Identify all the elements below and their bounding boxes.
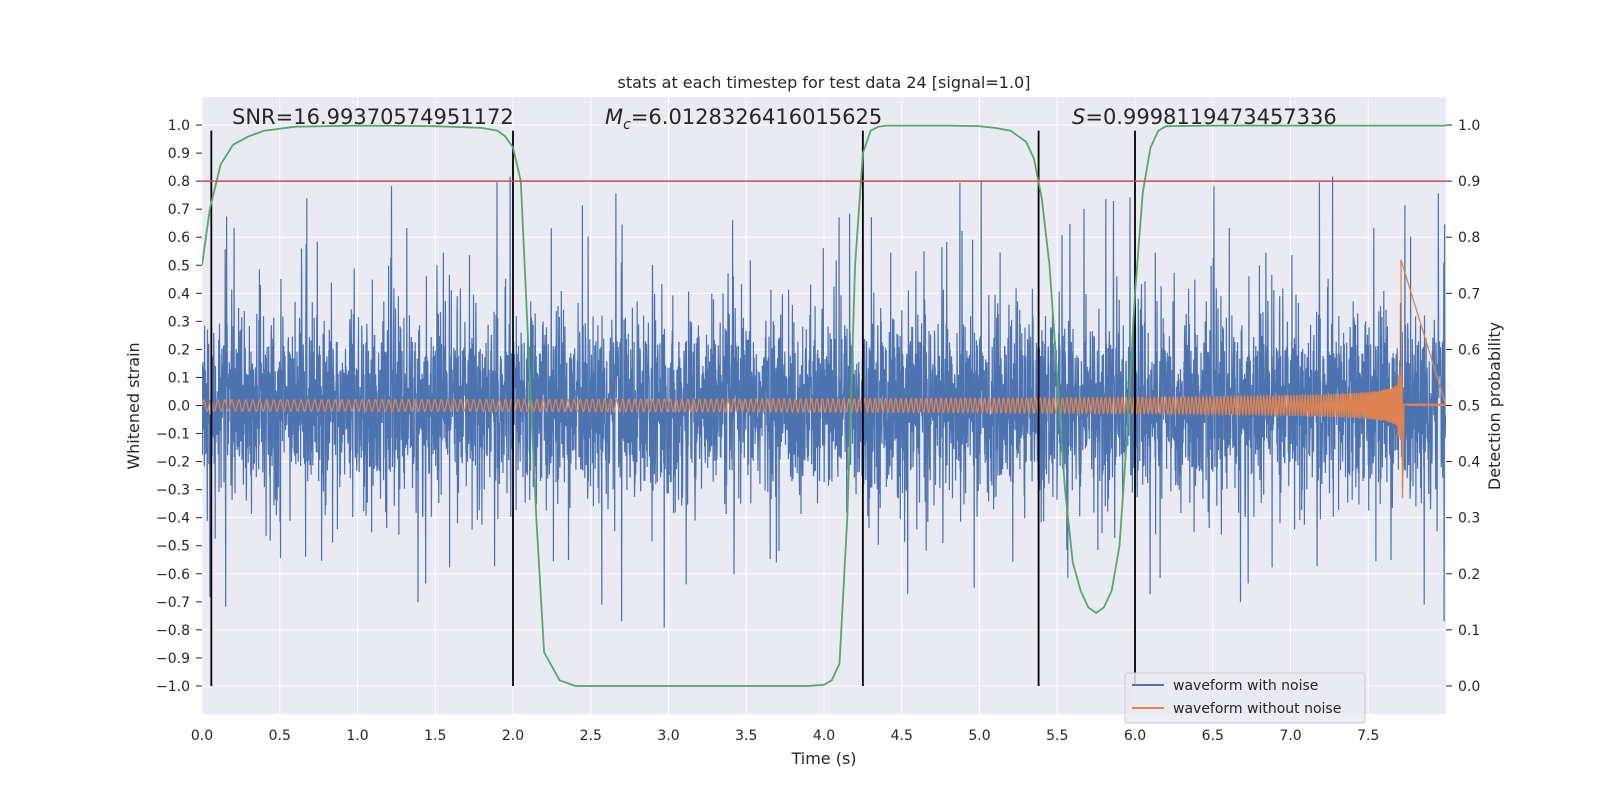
x-tick-label: 0.0 <box>191 728 213 744</box>
y-tick-label: 0.6 <box>168 230 190 246</box>
y-tick-label: 0.8 <box>168 174 190 190</box>
vertical-markers <box>210 130 1136 686</box>
y-tick-label: −0.6 <box>156 567 190 583</box>
y2-tick-label: 1.0 <box>1458 118 1480 134</box>
y-tick-label: −0.1 <box>156 427 190 443</box>
legend-label-clean: waveform without noise <box>1173 701 1341 717</box>
y2-tick-label: 0.0 <box>1458 679 1480 695</box>
x-tick-label: 3.0 <box>657 728 679 744</box>
x-tick-label: 5.0 <box>968 728 990 744</box>
y-tick-label: −0.2 <box>156 455 190 471</box>
y2-tick-label: 0.6 <box>1458 342 1480 358</box>
x-tick-label: 4.0 <box>813 728 835 744</box>
y-axis-ticks: 1.0 0.9 0.8 0.7 0.6 0.5 0.4 0.3 0.2 0.1 0.0 −0.1 −0.… <box>156 118 202 695</box>
legend-label-noise: waveform with noise <box>1173 678 1318 694</box>
y-axis-label: Whitened strain <box>124 342 143 469</box>
y2-tick-label: 0.5 <box>1458 399 1480 415</box>
legend-box <box>1124 672 1366 724</box>
series-line-waveform-without-noise <box>202 259 1446 499</box>
series-line-waveform-with-noise <box>202 176 1446 628</box>
x-tick-label: 1.0 <box>346 728 368 744</box>
y-tick-label: −1.0 <box>156 679 190 695</box>
probability-series <box>202 124 1446 687</box>
y2-tick-label: 0.9 <box>1458 174 1480 190</box>
chirp-mass-value: =6.0128326416015625 <box>631 105 882 129</box>
x-tick-label: 5.5 <box>1046 728 1068 744</box>
chirp-mass-annotation: Mc=6.0128326416015625 <box>605 105 882 133</box>
legend: waveform with noise waveform without noi… <box>1124 672 1366 724</box>
y2-axis-ticks: 1.0 0.9 0.8 0.7 0.6 0.5 0.4 0.3 0.2 0.1 0.0 <box>1446 118 1480 695</box>
x-axis-label: Time (s) <box>790 749 856 768</box>
x-tick-label: 7.5 <box>1357 728 1379 744</box>
y-tick-label: 0.7 <box>168 202 190 218</box>
y2-tick-label: 0.2 <box>1458 567 1480 583</box>
y-tick-label: −0.5 <box>156 539 190 555</box>
s-annotation: S=0.9998119473457336 <box>1072 105 1337 129</box>
y-tick-label: 0.0 <box>168 399 190 415</box>
x-tick-label: 6.0 <box>1124 728 1146 744</box>
y-tick-label: −0.9 <box>156 651 190 667</box>
y-tick-label: 0.9 <box>168 146 190 162</box>
y-tick-label: 0.5 <box>168 258 190 274</box>
y2-tick-label: 0.4 <box>1458 455 1480 471</box>
y-tick-label: −0.4 <box>156 511 190 527</box>
y-tick-label: 0.1 <box>168 370 190 386</box>
x-axis-ticks: 0.0 0.5 1.0 1.5 2.0 2.5 3.0 3.5 4.0 4.5 5.0 5.5 6.0 6… <box>191 728 1380 744</box>
x-tick-label: 6.5 <box>1202 728 1224 744</box>
x-tick-label: 2.0 <box>502 728 524 744</box>
series-line-detection-probability <box>202 124 1446 687</box>
snr-annotation: SNR=16.99370574951172 <box>232 105 514 129</box>
y2-tick-label: 0.7 <box>1458 286 1480 302</box>
y-tick-label: −0.8 <box>156 623 190 639</box>
clean-series <box>202 259 1446 499</box>
y2-tick-label: 0.3 <box>1458 511 1480 527</box>
y2-axis-label: Detection probability <box>1485 322 1504 490</box>
y-tick-label: 0.3 <box>168 314 190 330</box>
s-value: =0.9998119473457336 <box>1085 105 1336 129</box>
chirp-mass-subscript: c <box>623 117 631 133</box>
x-tick-label: 3.5 <box>735 728 757 744</box>
noise-series <box>202 176 1446 628</box>
y2-tick-label: 0.8 <box>1458 230 1480 246</box>
y-tick-label: 0.4 <box>168 286 190 302</box>
y2-tick-label: 0.1 <box>1458 623 1480 639</box>
y-tick-label: 0.2 <box>168 342 190 358</box>
s-symbol: S <box>1072 105 1085 129</box>
chart-title: stats at each timestep for test data 24 … <box>618 73 1031 92</box>
x-tick-label: 1.5 <box>424 728 446 744</box>
y-tick-label: 1.0 <box>168 118 190 134</box>
x-tick-label: 0.5 <box>269 728 291 744</box>
chirp-mass-symbol: M <box>605 105 623 129</box>
y-tick-label: −0.7 <box>156 595 190 611</box>
x-tick-label: 2.5 <box>580 728 602 744</box>
x-tick-label: 7.0 <box>1279 728 1301 744</box>
x-tick-label: 4.5 <box>891 728 913 744</box>
y-tick-label: −0.3 <box>156 483 190 499</box>
